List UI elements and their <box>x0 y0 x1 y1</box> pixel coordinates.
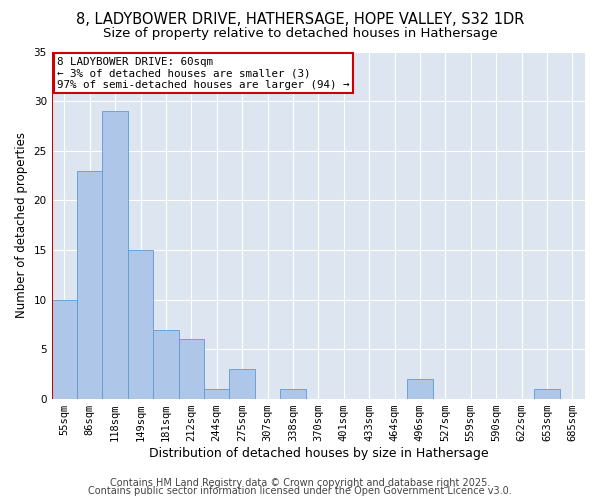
Bar <box>534 389 560 399</box>
Text: 8 LADYBOWER DRIVE: 60sqm
← 3% of detached houses are smaller (3)
97% of semi-det: 8 LADYBOWER DRIVE: 60sqm ← 3% of detache… <box>57 56 349 90</box>
Bar <box>204 389 229 399</box>
Bar <box>229 370 255 399</box>
Bar <box>280 389 305 399</box>
Bar <box>179 340 204 399</box>
Text: 8, LADYBOWER DRIVE, HATHERSAGE, HOPE VALLEY, S32 1DR: 8, LADYBOWER DRIVE, HATHERSAGE, HOPE VAL… <box>76 12 524 28</box>
Text: Size of property relative to detached houses in Hathersage: Size of property relative to detached ho… <box>103 28 497 40</box>
Text: Contains HM Land Registry data © Crown copyright and database right 2025.: Contains HM Land Registry data © Crown c… <box>110 478 490 488</box>
Text: Contains public sector information licensed under the Open Government Licence v3: Contains public sector information licen… <box>88 486 512 496</box>
Bar <box>407 379 433 399</box>
Bar <box>153 330 179 399</box>
Bar <box>103 111 128 399</box>
Bar <box>77 170 103 399</box>
Y-axis label: Number of detached properties: Number of detached properties <box>15 132 28 318</box>
X-axis label: Distribution of detached houses by size in Hathersage: Distribution of detached houses by size … <box>149 447 488 460</box>
Bar <box>128 250 153 399</box>
Bar <box>52 300 77 399</box>
